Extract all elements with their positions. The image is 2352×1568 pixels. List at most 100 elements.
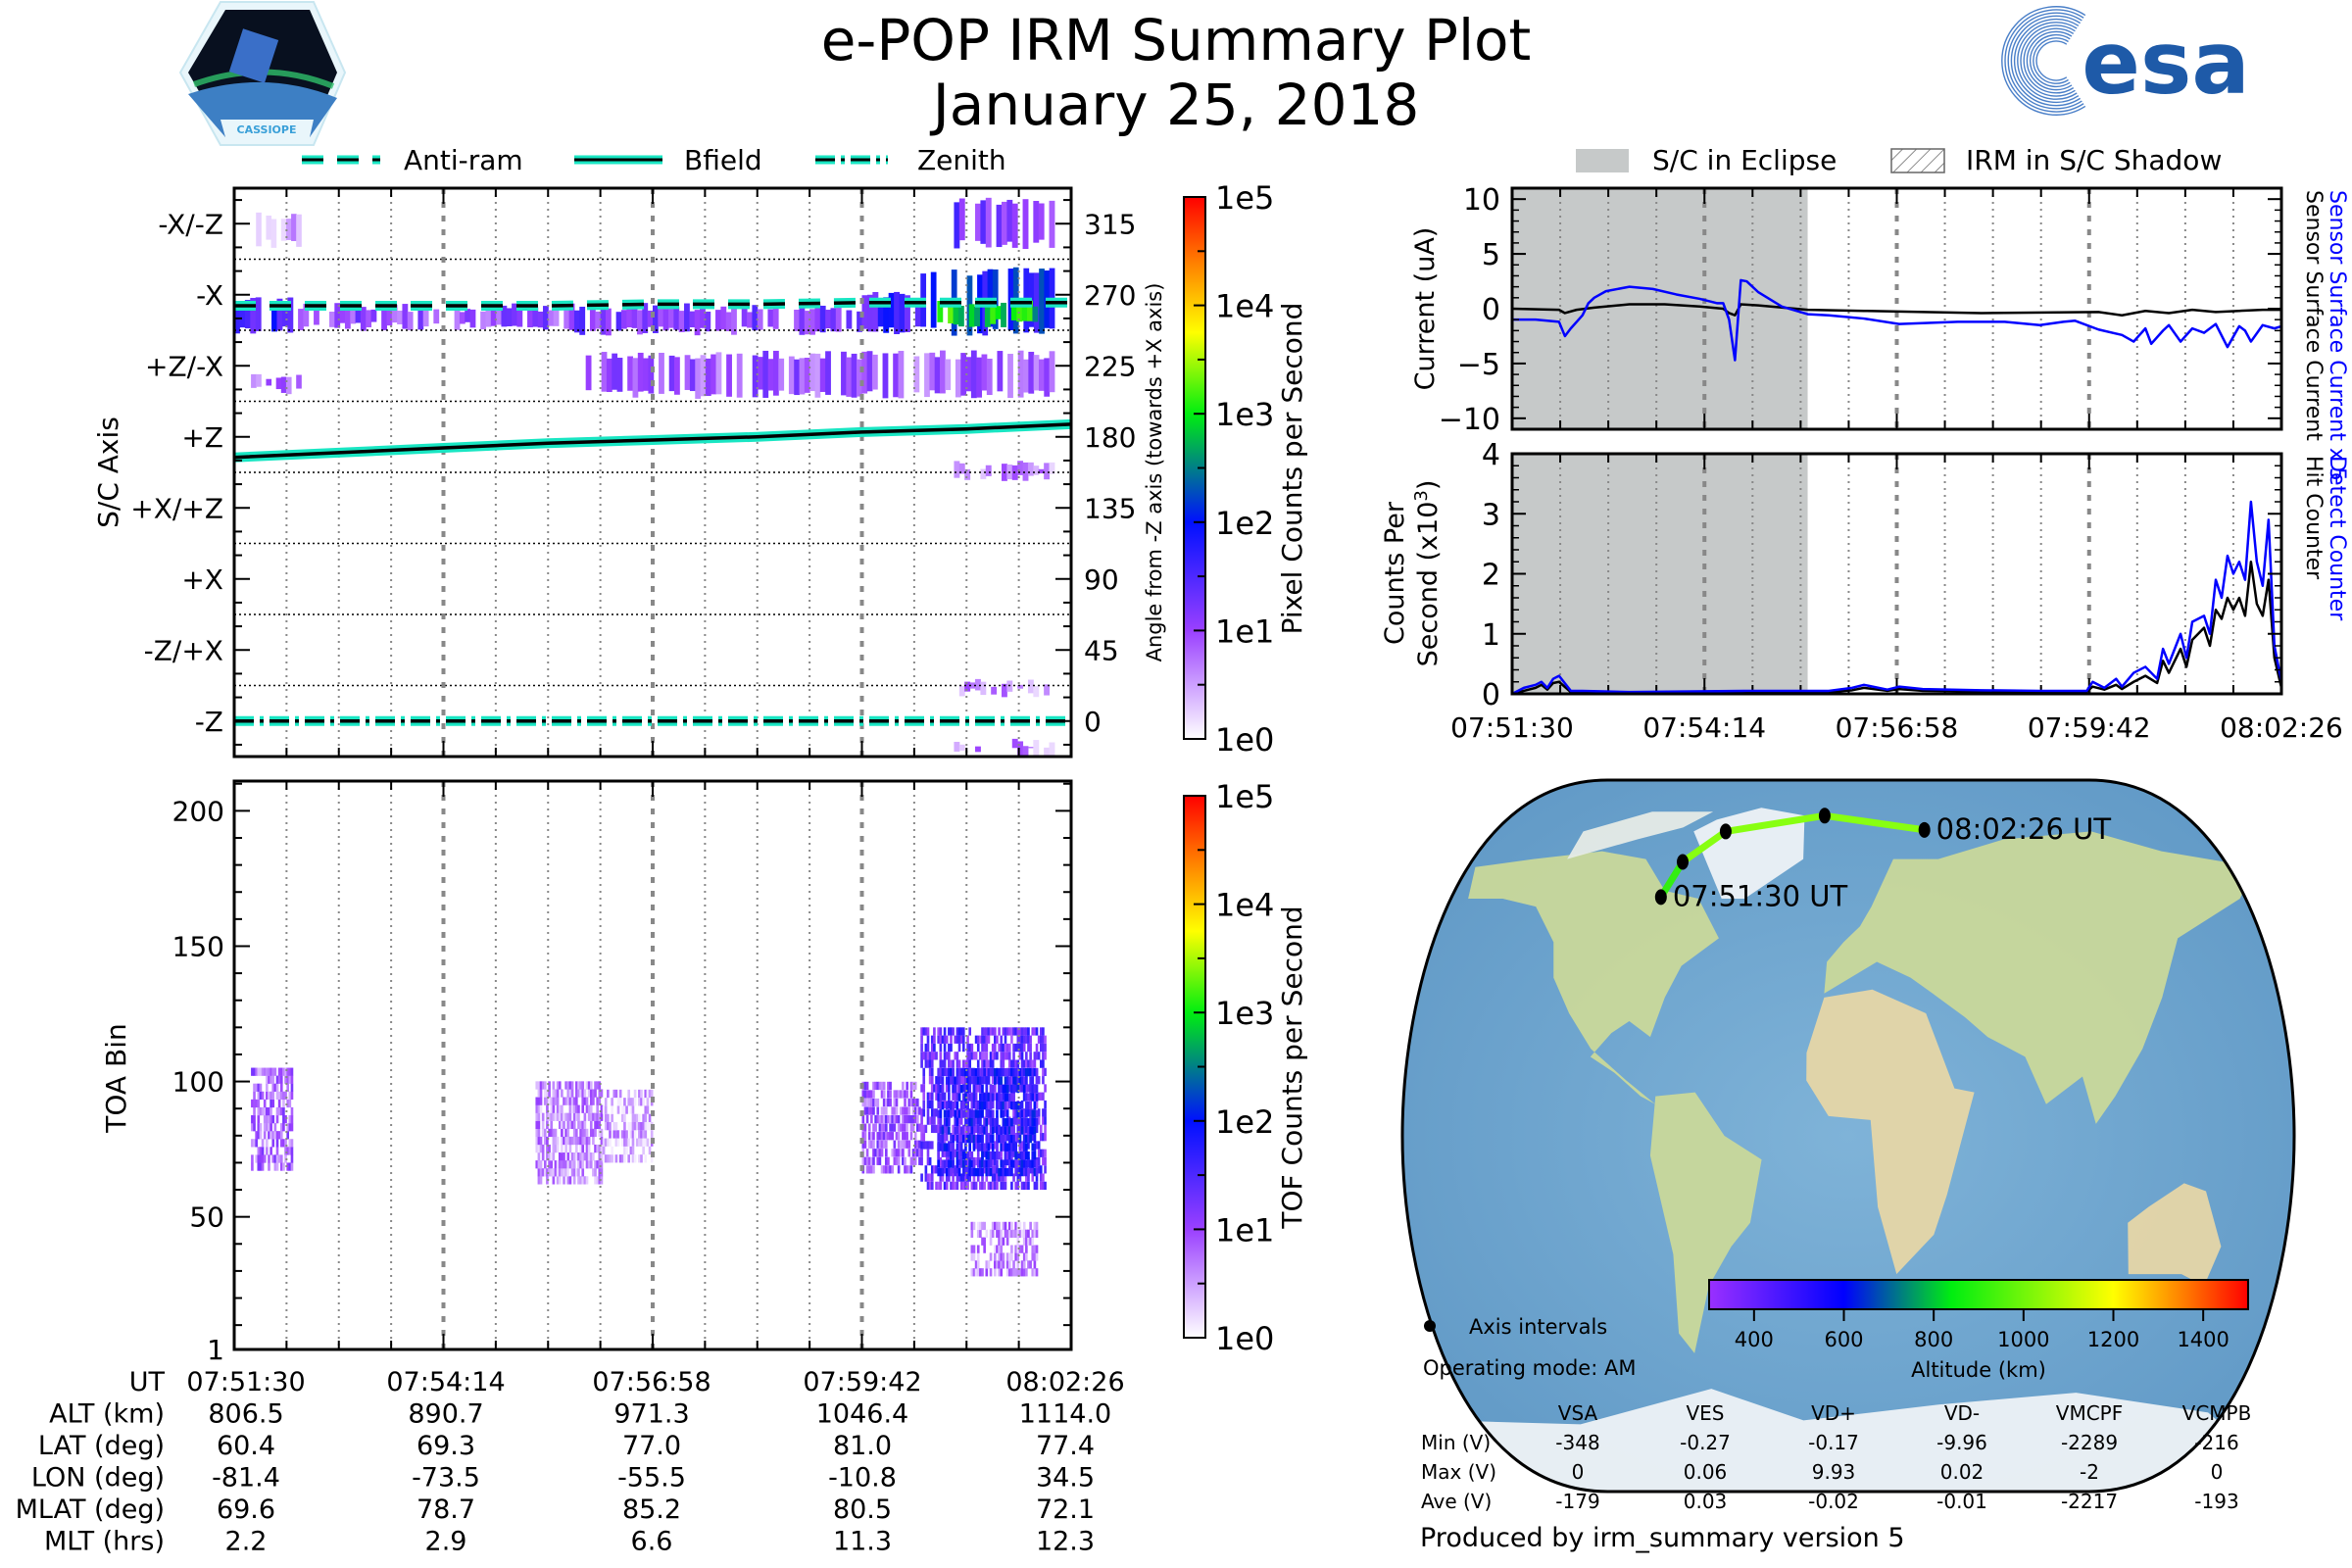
spectrogram-cell (572, 1128, 576, 1138)
spectrogram-cell (1000, 1268, 1004, 1277)
spectrogram-cell (889, 1132, 892, 1141)
spectrogram-cell (976, 1260, 980, 1269)
spectrogram-cell (575, 1081, 578, 1090)
spectrogram-cell (1031, 1151, 1035, 1160)
spectrogram-cell (954, 1035, 957, 1044)
spectrogram-cell (909, 1165, 913, 1174)
y-tick-label: 200 (172, 795, 224, 827)
spectrogram-cell (546, 1089, 549, 1098)
spectrogram-cell (950, 1043, 953, 1053)
spectrogram-cell (279, 1083, 283, 1092)
table-cell: 07:51:30 (186, 1367, 305, 1397)
spectrogram-cell (710, 354, 717, 395)
spectrogram-cell (1021, 298, 1028, 321)
spectrogram-cell (985, 1151, 989, 1160)
spectrogram-cell (253, 1114, 256, 1124)
spectrogram-cell (924, 1141, 928, 1150)
series-line-sensor-surface-current-x-5 (1512, 278, 2282, 362)
spectrogram-cell (893, 1106, 897, 1115)
spectrogram-cell (991, 1100, 995, 1109)
series-label: Detect Counter (2325, 456, 2349, 621)
spectrogram-cell (1037, 1108, 1041, 1117)
spectrogram-cell (996, 1067, 999, 1077)
spectrogram-cell (950, 1109, 953, 1118)
spectrogram-cell (270, 1099, 272, 1108)
spectrogram-cell (1031, 1143, 1035, 1152)
spectrogram-cell (271, 1083, 275, 1092)
spectrogram-cell (546, 1097, 549, 1105)
spectrogram-cell (600, 1128, 604, 1138)
spectrogram-cell (575, 1136, 578, 1146)
spectrogram-cell (913, 1156, 917, 1165)
spectrogram-cell (772, 350, 779, 396)
spectrogram-cell (966, 1101, 969, 1110)
spectrogram-cell (972, 1100, 976, 1109)
spectrogram-cell (952, 1092, 955, 1101)
spectrogram-cell (893, 1149, 897, 1157)
tof-colorbar-label: TOF Counts per Second (1276, 906, 1308, 1229)
esa-swirl-arc (2017, 22, 2078, 100)
spectrogram-cell (866, 351, 873, 392)
spectrogram-cell (1029, 1237, 1032, 1246)
spectrogram-cell (592, 1097, 595, 1105)
spectrogram-cell (1016, 1067, 1020, 1077)
spectrogram-cell (684, 303, 690, 332)
spectrogram-cell (1044, 463, 1051, 480)
spectrogram-cell (715, 352, 722, 395)
spectrogram-cell (948, 1084, 951, 1093)
spectrogram-cell (609, 1130, 612, 1139)
spectrogram-cell (941, 1159, 945, 1168)
spectrogram-cell (861, 351, 868, 394)
spectrogram-cell (976, 1035, 980, 1044)
spectrogram-cell (906, 1140, 908, 1149)
spectrogram-cell (285, 376, 292, 395)
spectrogram-cell (1018, 1109, 1022, 1118)
spectrogram-cell (1004, 1221, 1007, 1231)
spectrogram-cell (620, 1138, 624, 1147)
spectrogram-cell (583, 1112, 587, 1121)
table-cell: -193 (2194, 1490, 2238, 1513)
spectrogram-cell (961, 1109, 965, 1118)
spectrogram-cell (976, 1067, 980, 1077)
spectrogram-cell (996, 1260, 999, 1269)
spectrogram-cell (572, 1176, 576, 1185)
spectrogram-cell (930, 1181, 934, 1191)
spectrogram-cell (945, 1159, 949, 1168)
spectrogram-cell (935, 1076, 938, 1085)
spectrogram-cell (989, 1237, 993, 1246)
altitude-colorbar-label: Altitude (km) (1911, 1358, 2046, 1382)
spectrogram-cell (259, 1106, 263, 1116)
spectrogram-cell (537, 1136, 541, 1146)
spectrogram-cell (954, 1092, 957, 1101)
y-tick-label: 5 (1482, 238, 1500, 272)
spectrogram-cell (631, 1122, 635, 1131)
spectrogram-cell (981, 1167, 984, 1177)
spectrogram-cell (1005, 1093, 1009, 1102)
spectrogram-cell (948, 1159, 951, 1168)
table-cell: -216 (2194, 1431, 2238, 1454)
spectrogram-cell (872, 291, 879, 332)
spectrogram-cell (972, 1159, 976, 1168)
table-cell: -348 (1555, 1431, 1599, 1454)
spectrogram-cell (959, 1035, 963, 1044)
spectrogram-cell (282, 1091, 285, 1101)
y-tick-label: 1 (1482, 618, 1500, 653)
spectrogram-cell (604, 1154, 608, 1163)
spectrogram-cell (933, 1052, 936, 1060)
spectrogram-cell (1000, 1159, 1004, 1168)
spectrogram-cell (983, 1126, 986, 1135)
spectrogram-cell (251, 1154, 254, 1163)
spectrogram-cell (566, 1112, 570, 1121)
spectrogram-cell (926, 1092, 930, 1101)
spectrogram-cell (263, 1114, 267, 1124)
spectrogram-cell (288, 1075, 292, 1084)
spectrogram-cell (935, 1124, 938, 1134)
spectrogram-cell (636, 310, 643, 335)
column-header: VD+ (1811, 1401, 1856, 1425)
spectrogram-cell (638, 1130, 641, 1139)
table-cell: -55.5 (617, 1463, 686, 1494)
pixel-colorbar-label: Pixel Counts per Second (1276, 303, 1308, 635)
spectrogram-cell (899, 1106, 903, 1115)
